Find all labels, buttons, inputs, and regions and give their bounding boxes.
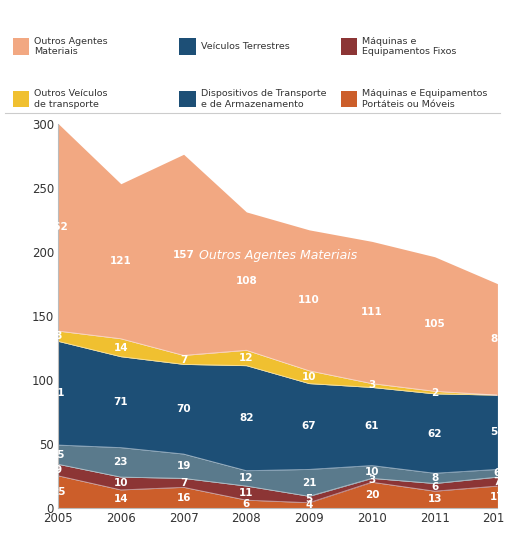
Text: 87: 87: [490, 334, 504, 344]
Text: 67: 67: [302, 422, 317, 432]
Text: 82: 82: [239, 413, 254, 423]
Text: 3: 3: [368, 475, 376, 485]
Text: 121: 121: [110, 256, 132, 266]
Text: 23: 23: [114, 457, 128, 467]
Text: 111: 111: [361, 307, 383, 317]
Text: Outros Agentes Materiais: Outros Agentes Materiais: [198, 249, 357, 262]
Text: 17: 17: [490, 492, 504, 502]
Text: 81: 81: [51, 388, 65, 398]
Text: 62: 62: [427, 429, 442, 439]
Text: 11: 11: [239, 488, 254, 498]
Text: 162: 162: [47, 222, 69, 232]
Text: 3: 3: [368, 380, 376, 390]
Text: 14: 14: [114, 494, 128, 504]
Text: 21: 21: [302, 478, 316, 488]
Text: 25: 25: [51, 487, 65, 497]
Text: 19: 19: [176, 461, 191, 471]
Text: Outros Veículos
de transporte: Outros Veículos de transporte: [34, 89, 108, 109]
Text: 58: 58: [490, 427, 504, 437]
Text: Máquinas e Equipamentos
Portáteis ou Móveis: Máquinas e Equipamentos Portáteis ou Móv…: [363, 89, 488, 109]
Text: 6: 6: [431, 483, 438, 492]
Text: 12: 12: [239, 353, 254, 363]
Text: 10: 10: [365, 467, 379, 477]
Text: Outros Agentes
Materiais: Outros Agentes Materiais: [34, 37, 108, 57]
Text: 9: 9: [55, 465, 62, 475]
Text: 7: 7: [494, 477, 501, 486]
Text: 16: 16: [176, 492, 191, 502]
Text: 5: 5: [306, 495, 313, 505]
Text: 157: 157: [173, 250, 194, 260]
Text: 2: 2: [431, 388, 438, 397]
Text: 10: 10: [302, 372, 316, 382]
Text: 8: 8: [55, 331, 62, 341]
Text: 12: 12: [239, 473, 254, 483]
Text: 4: 4: [306, 500, 313, 510]
Text: Veículos Terrestres: Veículos Terrestres: [201, 42, 289, 51]
Text: 7: 7: [180, 355, 187, 365]
Text: 13: 13: [427, 495, 442, 505]
Text: 71: 71: [114, 397, 128, 407]
Text: 7: 7: [180, 478, 187, 488]
Text: Máquinas e
Equipamentos Fixos: Máquinas e Equipamentos Fixos: [363, 37, 457, 57]
Text: 10: 10: [114, 479, 128, 489]
Text: 20: 20: [365, 490, 379, 500]
Text: 110: 110: [298, 295, 320, 305]
Text: 6: 6: [494, 468, 501, 478]
Text: 15: 15: [51, 450, 65, 460]
Text: 14: 14: [114, 343, 128, 352]
Text: 6: 6: [243, 499, 250, 509]
Text: 108: 108: [235, 276, 257, 286]
Text: 61: 61: [365, 422, 379, 432]
Text: 105: 105: [424, 319, 445, 329]
Text: 70: 70: [176, 404, 191, 414]
Text: 8: 8: [431, 473, 438, 483]
Text: Dispositivos de Transporte
e de Armazenamento: Dispositivos de Transporte e de Armazena…: [201, 89, 326, 109]
